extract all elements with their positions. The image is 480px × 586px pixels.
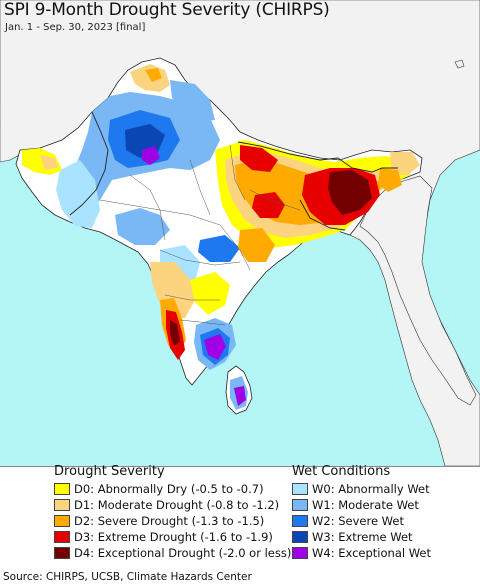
drought-d0-deccan	[190, 272, 230, 315]
legend-label-w0: W0: Abnormally Wet	[312, 482, 430, 496]
legend-item-w4: W4: Exceptional Wet	[292, 545, 431, 561]
drought-d3-nepal-bihar	[240, 145, 278, 172]
wet-w4-srilanka	[234, 386, 246, 406]
legend-swatch-w1	[292, 499, 308, 511]
state-borders	[99, 144, 301, 326]
legend-label-w3: W3: Extreme Wet	[312, 530, 413, 544]
legend-item-d0: D0: Abnormally Dry (-0.5 to -0.7)	[54, 481, 291, 497]
legend-item-w2: W2: Severe Wet	[292, 513, 431, 529]
source-credit: Source: CHIRPS, UCSB, Climate Hazards Ce…	[3, 571, 252, 583]
map-subtitle: Jan. 1 - Sep. 30, 2023 [final]	[5, 22, 146, 33]
drought-d3-jharkhand	[252, 192, 285, 218]
drought-d2-odisha	[238, 228, 275, 262]
legend-label-d4: D4: Exceptional Drought (-2.0 or less)	[74, 546, 292, 560]
legend-label-w1: W1: Moderate Wet	[312, 498, 419, 512]
legend-item-w0: W0: Abnormally Wet	[292, 481, 431, 497]
legend-drought-severity: Drought Severity D0: Abnormally Dry (-0.…	[54, 463, 291, 561]
legend-swatch-w4	[292, 547, 308, 559]
map-panel: SPI 9-Month Drought Severity (CHIRPS) Ja…	[0, 0, 480, 467]
wet-w0-west	[56, 160, 100, 228]
legend-item-d2: D2: Severe Drought (-1.3 to -1.5)	[54, 513, 291, 529]
country-borders	[69, 111, 398, 231]
legend-heading-wet: Wet Conditions	[292, 464, 391, 479]
legend-item-d1: D1: Moderate Drought (-0.8 to -1.2)	[54, 497, 291, 513]
legend-label-d1: D1: Moderate Drought (-0.8 to -1.2)	[74, 498, 280, 512]
legend-swatch-w3	[292, 531, 308, 543]
legend-item-w3: W3: Extreme Wet	[292, 529, 431, 545]
drought-d2-northwest	[145, 68, 162, 82]
legend-label-w2: W2: Severe Wet	[312, 514, 404, 528]
legend-swatch-d4	[54, 547, 70, 559]
drought-d1-northeast	[390, 152, 420, 175]
drought-d4-bangladesh	[328, 170, 372, 215]
legend-label-w4: W4: Exceptional Wet	[312, 546, 431, 560]
legend-heading-drought: Drought Severity	[54, 464, 165, 479]
legend-label-d3: D3: Extreme Drought (-1.6 to -1.9)	[74, 530, 273, 544]
legend-swatch-w2	[292, 515, 308, 527]
land-outside-east-islands	[454, 59, 465, 69]
legend-swatch-d0	[54, 483, 70, 495]
legend-label-d2: D2: Severe Drought (-1.3 to -1.5)	[74, 514, 265, 528]
wet-w1-central	[115, 208, 170, 245]
drought-d4-kerala	[170, 320, 180, 346]
wet-w4-punjab	[142, 146, 160, 165]
legend-item-d3: D3: Extreme Drought (-1.6 to -1.9)	[54, 529, 291, 545]
legend-label-d0: D0: Abnormally Dry (-0.5 to -0.7)	[74, 482, 264, 496]
legend-item-w1: W1: Moderate Wet	[292, 497, 431, 513]
legend-swatch-d3	[54, 531, 70, 543]
drought-map	[0, 0, 480, 466]
drought-d2-northeast	[378, 168, 402, 192]
legend-swatch-w0	[292, 483, 308, 495]
wet-w4-tamilnadu	[204, 334, 226, 360]
myanmar-region	[359, 175, 477, 406]
drought-d1-gujarat	[40, 155, 58, 170]
legend-swatch-d1	[54, 499, 70, 511]
wet-w1-kashmir	[170, 80, 215, 122]
wet-w2-central	[198, 235, 240, 262]
map-title: SPI 9-Month Drought Severity (CHIRPS)	[4, 0, 330, 20]
legend-item-d4: D4: Exceptional Drought (-2.0 or less)	[54, 545, 291, 561]
legend-wet-conditions: Wet Conditions W0: Abnormally Wet W1: Mo…	[292, 463, 431, 561]
legend-swatch-d2	[54, 515, 70, 527]
